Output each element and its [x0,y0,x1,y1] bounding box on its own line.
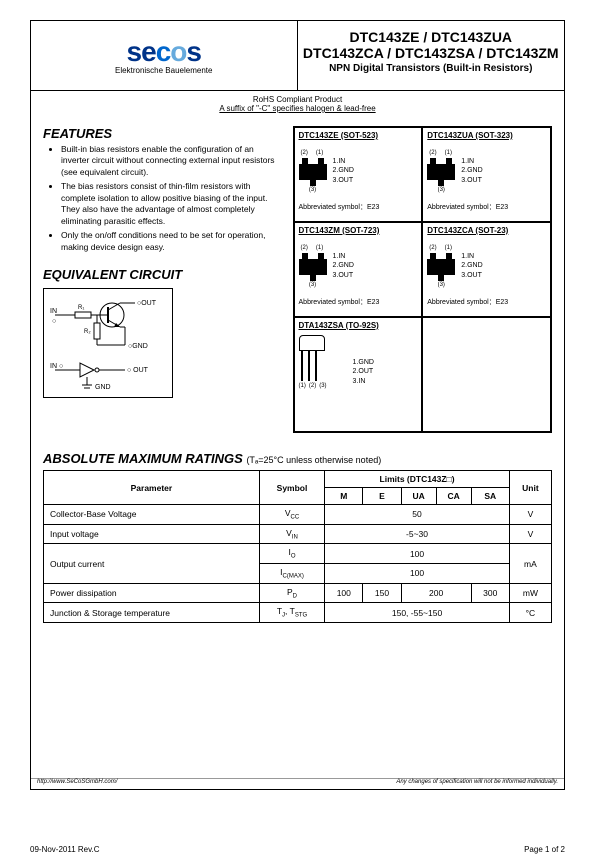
feature-item: Built-in bias resistors enable the confi… [61,144,283,178]
svg-text:GND: GND [95,384,111,391]
table-row: Input voltage VIN -5~30 V [44,524,552,544]
equivalent-circuit-box: IN ○ R₁ R₂ [43,288,173,398]
footer-note: Any changes of specification will not be… [396,779,558,785]
parts-line2: DTC143ZCA / DTC143ZSA / DTC143ZM [302,45,561,61]
subtitle: NPN Digital Transistors (Built-in Resist… [302,63,561,74]
left-column: FEATURES Built-in bias resistors enable … [43,126,283,433]
abbr-text: Abbreviated symbol：E23 [299,202,418,212]
abbr-text: Abbreviated symbol：E23 [299,297,418,307]
pin-list: 1.IN 2.GND 3.OUT [461,252,482,279]
ratings-condition: (Tₐ=25°C unless otherwise noted) [246,455,381,465]
pin-list: 1.IN 2.GND 3.OUT [333,157,354,184]
footer-page: Page 1 of 2 [524,845,565,854]
svg-text:IN: IN [50,308,57,315]
table-row: Parameter Symbol Limits (DTC143Z□) Unit [44,471,552,488]
pkg-title: DTA143ZSA (TO-92S) [299,321,418,330]
pin-list: 1.GND 2.OUT 3.IN [353,358,374,385]
sot-chip-icon: (2)(1) (3) [299,245,327,288]
pkg-cell-empty [422,317,551,432]
sot-chip-icon: (2)(1) (3) [299,150,327,193]
parts-line1: DTC143ZE / DTC143ZUA [302,29,561,45]
equiv-title: EQUIVALENT CIRCUIT [43,267,283,282]
abbr-text: Abbreviated symbol：E23 [427,297,546,307]
abbr-text: Abbreviated symbol：E23 [427,202,546,212]
table-row: Power dissipation PD 100 150 200 300 mW [44,583,552,603]
pkg-cell: DTC143ZM (SOT-723) (2)(1) (3) 1.IN 2.GND… [294,222,423,317]
logo-cell: secos Elektronische Bauelemente [31,21,298,90]
tagline: Elektronische Bauelemente [115,66,212,75]
footer-date: 09-Nov-2011 Rev.C [30,845,100,854]
header-row: secos Elektronische Bauelemente DTC143ZE… [31,21,564,91]
svg-text:○ OUT: ○ OUT [127,367,149,374]
ratings-table: Parameter Symbol Limits (DTC143Z□) Unit … [43,470,552,623]
col-symbol: Symbol [259,471,324,505]
right-column: DTC143ZE (SOT-523) (2)(1) (3) 1.IN 2.GND… [293,126,552,433]
pkg-title: DTC143ZE (SOT-523) [299,131,418,140]
svg-text:○OUT: ○OUT [137,300,157,307]
features-list: Built-in bias resistors enable the confi… [43,144,283,253]
svg-text:○: ○ [52,318,56,325]
features-title: FEATURES [43,126,283,141]
pkg-cell: DTC143ZUA (SOT-323) (2)(1) (3) 1.IN 2.GN… [422,127,551,222]
sot-chip-icon: (2)(1) (3) [427,150,455,193]
ratings-title: ABSOLUTE MAXIMUM RATINGS (Tₐ=25°C unless… [43,451,552,466]
compliance-block: RoHS Compliant Product A suffix of "-C" … [31,91,564,118]
pkg-title: DTC143ZUA (SOT-323) [427,131,546,140]
svg-text:IN ○: IN ○ [50,363,63,370]
table-row: Junction & Storage temperature TJ, TSTG … [44,603,552,623]
page-frame: secos Elektronische Bauelemente DTC143ZE… [30,20,565,790]
svg-text:○GND: ○GND [128,343,148,350]
inner-footer: http://www.SeCoSGmbH.com/ Any changes of… [31,778,564,785]
to92-chip-icon: (1)(2)(3) [299,335,327,389]
pkg-title: DTC143ZM (SOT-723) [299,226,418,235]
pkg-cell: DTC143ZCA (SOT-23) (2)(1) (3) 1.IN 2.GND… [422,222,551,317]
table-row: Output current IO 100 mA [44,544,552,564]
footer-url: http://www.SeCoSGmbH.com/ [37,779,117,785]
table-row: Collector-Base Voltage VCC 50 V [44,505,552,525]
compliance-line2: A suffix of "-C" specifies halogen & lea… [31,104,564,113]
package-grid: DTC143ZE (SOT-523) (2)(1) (3) 1.IN 2.GND… [293,126,552,433]
col-limits: Limits (DTC143Z□) [325,471,510,488]
col-param: Parameter [44,471,260,505]
feature-item: The bias resistors consist of thin-film … [61,181,283,227]
content-area: FEATURES Built-in bias resistors enable … [31,118,564,631]
circuit-diagram: IN ○ R₁ R₂ [50,295,168,393]
compliance-line1: RoHS Compliant Product [31,95,564,104]
title-cell: DTC143ZE / DTC143ZUA DTC143ZCA / DTC143Z… [298,21,565,90]
sot-chip-icon: (2)(1) (3) [427,245,455,288]
pkg-cell: DTA143ZSA (TO-92S) (1)(2)(3) 1.GND 2.OUT… [294,317,423,432]
col-unit: Unit [509,471,551,505]
pin-list: 1.IN 2.GND 3.OUT [461,157,482,184]
svg-text:R₂: R₂ [84,329,91,335]
pkg-title: DTC143ZCA (SOT-23) [427,226,546,235]
pin-list: 1.IN 2.GND 3.OUT [333,252,354,279]
svg-text:R₁: R₁ [78,305,84,311]
feature-item: Only the on/off conditions need to be se… [61,230,283,253]
pkg-cell: DTC143ZE (SOT-523) (2)(1) (3) 1.IN 2.GND… [294,127,423,222]
company-logo: secos [127,36,201,68]
page-footer: 09-Nov-2011 Rev.C Page 1 of 2 [0,845,595,854]
